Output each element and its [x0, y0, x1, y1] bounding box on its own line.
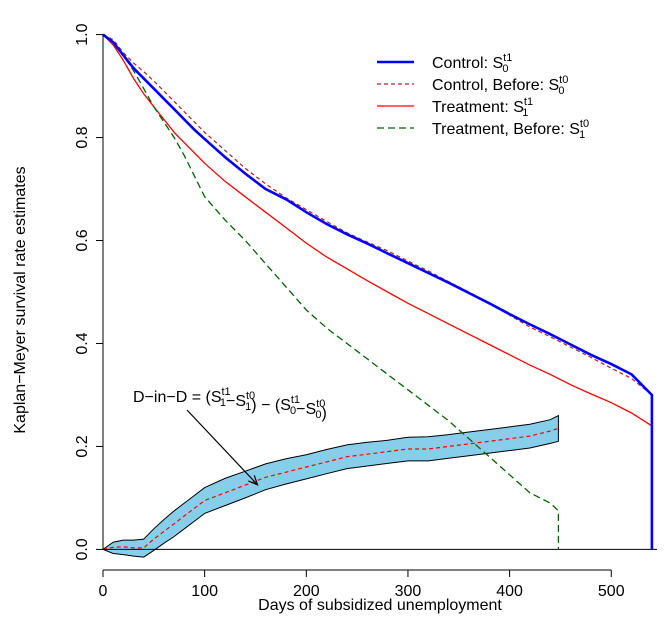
y-axis-label: Kaplan−Meyer survival rate estimates [12, 166, 29, 433]
series-line-0 [102, 33, 654, 550]
did-annotation: D−in−D = (St1 1−St0 1) − (St1 0−St0 0) [133, 386, 327, 486]
did-confidence-band [101, 414, 559, 558]
x-axis-label: Days of subsidized unemployment [258, 597, 502, 614]
legend-label: Treatment, Before: St0 1 [432, 118, 589, 141]
y-tick-label: 0.6 [74, 229, 91, 251]
series-layer [102, 33, 654, 550]
y-tick-label: 0.2 [74, 435, 91, 457]
x-tick-label: 400 [496, 583, 523, 600]
legend-label: Control: St1 0 [432, 52, 512, 75]
x-tick-label: 200 [293, 583, 320, 600]
did-arrow [186, 409, 258, 486]
x-tick-label: 500 [598, 583, 625, 600]
axes: 0.0 0.2 0.4 0.6 0.8 1.0 0 100 200 300 400 500 [74, 23, 625, 600]
legend-label: Control, Before: St0 0 [432, 74, 568, 97]
y-tick-label: 1.0 [74, 23, 91, 45]
y-tick-label: 0.4 [74, 332, 91, 354]
series-line-2 [102, 34, 653, 550]
did-label: D−in−D = (St1 1−St0 1) − (St1 0−St0 0) [133, 386, 327, 422]
series-line-3 [102, 34, 560, 550]
series-line-1 [102, 34, 653, 396]
x-tick-label: 100 [191, 583, 218, 600]
x-tick-label: 0 [99, 583, 108, 600]
x-tick-label: 300 [395, 583, 422, 600]
legend-label: Treatment: St1 1 [432, 96, 533, 119]
did-arrowhead [248, 475, 259, 486]
did-band-layer [101, 414, 559, 558]
y-tick-label: 0.0 [74, 538, 91, 560]
y-tick-label: 0.8 [74, 126, 91, 148]
did-mean-line [102, 427, 559, 550]
